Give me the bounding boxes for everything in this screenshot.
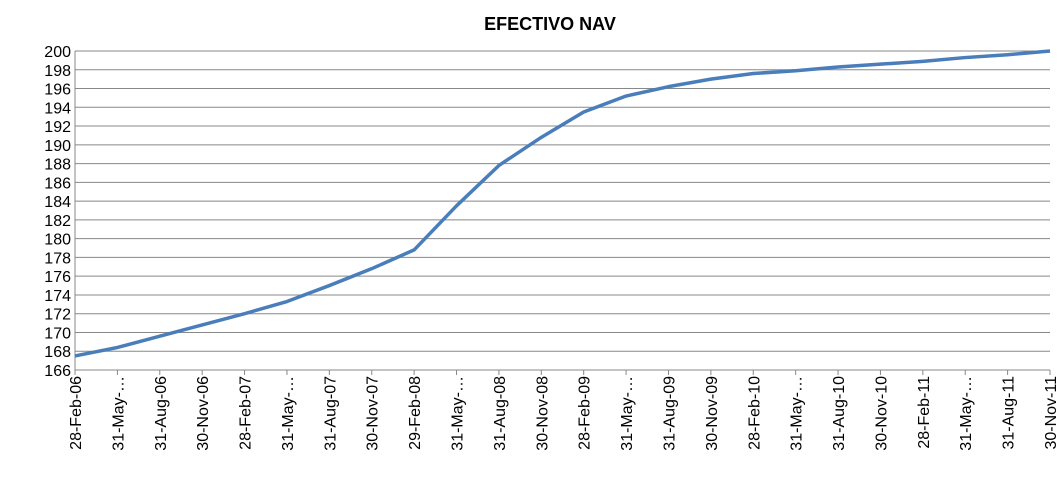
y-tick-label: 180 <box>44 232 71 249</box>
x-tick-label: 30-Nov-09 <box>704 376 721 451</box>
y-tick-label: 192 <box>44 119 71 136</box>
y-tick-label: 184 <box>44 194 71 211</box>
chart-title: EFECTIVO NAV <box>484 14 616 34</box>
y-tick-label: 174 <box>44 288 71 305</box>
x-tick-label: 30-Nov-06 <box>195 376 212 451</box>
line-series <box>74 49 1051 358</box>
x-tick-label: 31-Aug-11 <box>1001 376 1018 450</box>
x-tick-label: 28-Feb-11 <box>916 376 933 449</box>
x-tick-label: 31-Aug-07 <box>322 376 339 451</box>
x-tick-label: 30-Nov-07 <box>365 376 382 451</box>
y-tick-label: 196 <box>44 82 71 99</box>
y-tick-label: 166 <box>44 363 71 380</box>
y-tick-label: 200 <box>44 44 71 61</box>
x-tick-label: 31-Aug-06 <box>153 376 170 451</box>
x-tick-label: 31-Aug-08 <box>492 376 509 451</box>
x-tick-label: 28-Feb-09 <box>577 376 594 450</box>
y-tick-label: 190 <box>44 138 71 155</box>
x-tick-label: 30-Nov-10 <box>873 376 890 451</box>
y-tick-label: 170 <box>44 325 71 342</box>
x-tick-label: 31-May-… <box>450 376 467 451</box>
x-tick-label: 28-Feb-07 <box>238 376 255 450</box>
x-tick-label: 29-Feb-08 <box>407 376 424 450</box>
x-tick-label: 31-May-… <box>789 376 806 451</box>
x-tick-label: 31-Aug-09 <box>661 376 678 451</box>
y-tick-label: 182 <box>44 213 71 230</box>
y-tick-label: 176 <box>44 269 71 286</box>
x-tick-label: 30-Nov-11 <box>1043 376 1058 450</box>
x-tick-label: 31-May-… <box>110 376 127 451</box>
y-tick-label: 168 <box>44 344 71 361</box>
x-tick-label: 31-May-… <box>958 376 975 451</box>
y-tick-label: 188 <box>44 157 71 174</box>
y-tick-label: 186 <box>44 175 71 192</box>
y-tick-label: 198 <box>44 63 71 80</box>
y-tick-label: 178 <box>44 250 71 267</box>
x-tick-label: 31-May-… <box>280 376 297 451</box>
x-tick-label: 28-Feb-06 <box>68 376 85 450</box>
x-tick-label: 31-May-… <box>619 376 636 451</box>
x-tick-label: 30-Nov-08 <box>534 376 551 451</box>
y-tick-label: 194 <box>44 100 71 117</box>
x-tick-label: 28-Feb-10 <box>746 376 763 450</box>
y-tick-label: 172 <box>44 307 71 324</box>
x-tick-label: 31-Aug-10 <box>831 376 848 451</box>
